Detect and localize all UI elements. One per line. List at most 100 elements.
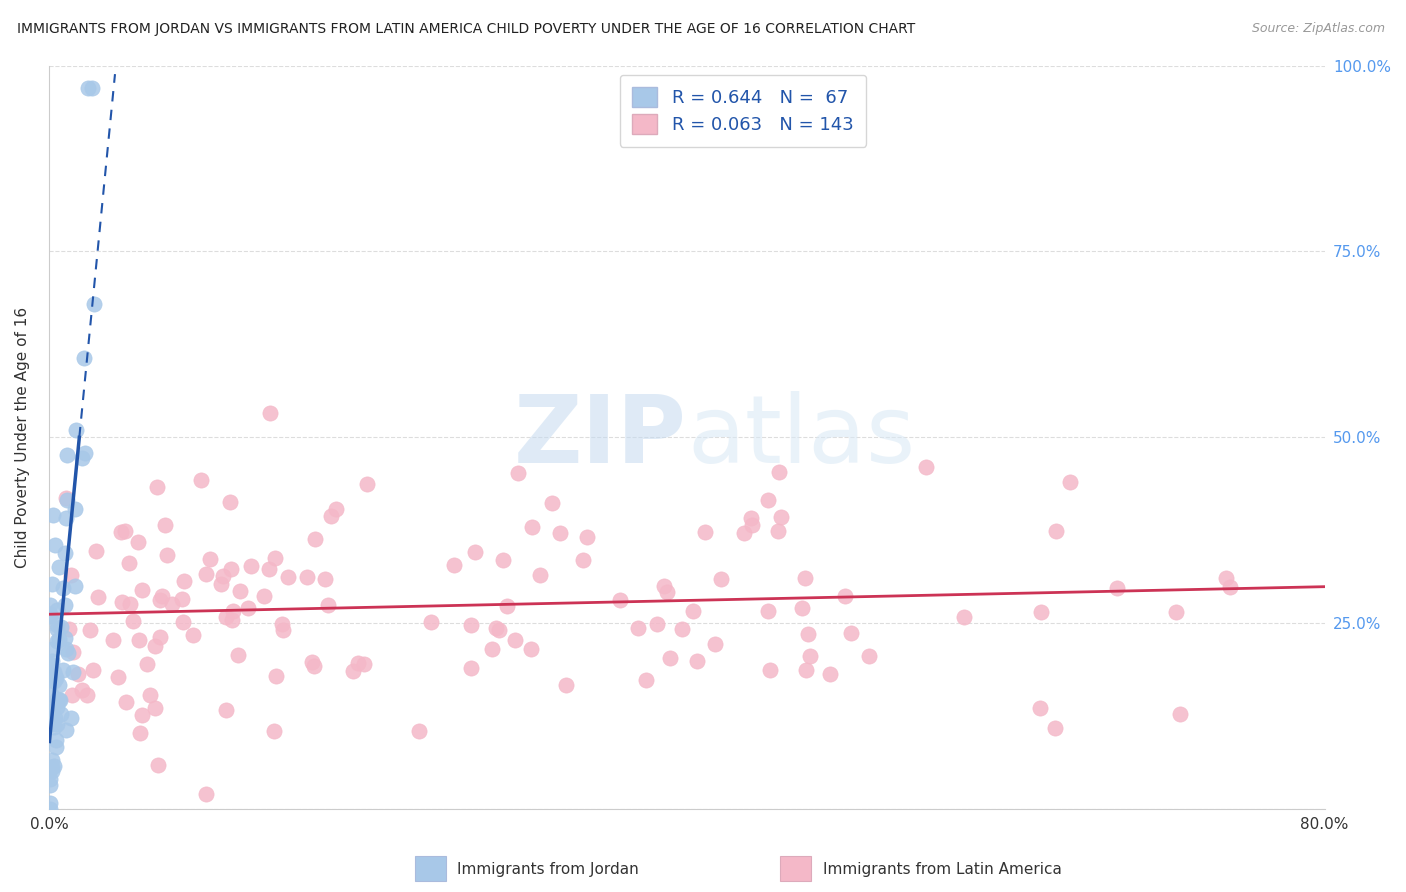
Point [38,609,60,624]
Point [82,664,104,678]
Point [794,571,817,585]
Point [107,670,129,684]
Point [173,574,195,588]
Point [38,701,60,715]
Point [304,533,326,547]
Point [172,615,194,629]
Point [682,604,704,618]
Point [41,764,63,779]
Point [55,642,77,657]
Point [627,622,650,636]
Point [419,615,441,629]
Text: IMMIGRANTS FROM JORDAN VS IMMIGRANTS FROM LATIN AMERICA CHILD POVERTY UNDER THE : IMMIGRANTS FROM JORDAN VS IMMIGRANTS FRO… [17,22,915,37]
Point [44,673,66,688]
Text: atlas: atlas [688,392,915,483]
Point [266,669,288,683]
Point [195,787,218,801]
Point [253,590,276,604]
Point [46,717,69,731]
Point [190,473,212,487]
Point [221,613,243,627]
Point [766,524,789,539]
Point [768,466,790,480]
Point [194,566,217,581]
Point [86,543,108,558]
Point [301,655,323,669]
Point [60,688,83,702]
Point [495,599,517,614]
Point [41,654,63,668]
Point [503,633,526,648]
Point [127,535,149,549]
Point [63,502,86,516]
Point [56,493,79,508]
Point [45,740,67,755]
Point [529,567,551,582]
Point [756,604,779,618]
Point [259,406,281,420]
Point [41,704,63,718]
Point [65,423,87,437]
Point [42,758,65,772]
Point [110,524,132,539]
Point [314,572,336,586]
Point [1219,580,1241,594]
Point [353,657,375,671]
Point [58,622,80,636]
Point [41,577,63,591]
Point [46,602,69,616]
Point [1043,721,1066,735]
Point [316,598,339,612]
Point [183,628,205,642]
Point [46,622,69,636]
Point [839,626,862,640]
Point [342,664,364,678]
Point [222,604,245,618]
Point [39,796,62,810]
Point [143,701,166,715]
Point [39,657,62,671]
Point [215,703,238,717]
Point [671,622,693,636]
Point [115,695,138,709]
Point [733,525,755,540]
Point [44,711,66,725]
Point [76,688,98,702]
Point [740,510,762,524]
Point [48,632,70,647]
Point [548,525,571,540]
Point [41,753,63,767]
Point [271,624,294,638]
Point [60,711,83,725]
Point [211,569,233,583]
Point [55,448,77,462]
Point [53,599,76,613]
Point [259,562,281,576]
Point [153,518,176,533]
Point [464,544,486,558]
Text: Immigrants from Jordan: Immigrants from Jordan [457,863,638,877]
Point [488,623,510,637]
Point [45,733,67,747]
Point [135,657,157,672]
Point [794,664,817,678]
Point [75,446,97,460]
Point [55,510,77,524]
Point [408,724,430,739]
Point [799,648,821,663]
Point [520,642,543,657]
Point [128,632,150,647]
Point [319,509,342,524]
Point [53,546,76,560]
Point [56,647,79,661]
Point [72,451,94,466]
Point [62,665,84,680]
Point [215,610,238,624]
Point [263,551,285,566]
Point [460,661,482,675]
Text: Immigrants from Latin America: Immigrants from Latin America [823,863,1062,877]
Point [59,568,82,582]
Point [858,649,880,664]
Point [146,757,169,772]
Point [347,656,370,670]
